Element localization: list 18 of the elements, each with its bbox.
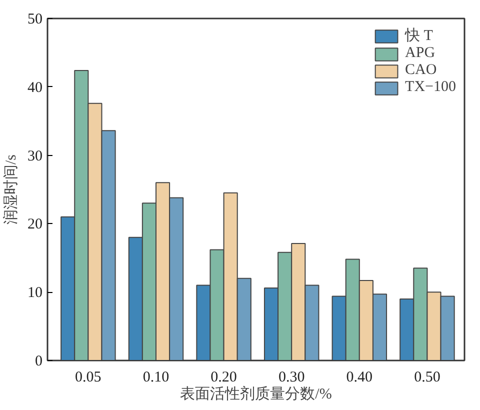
legend-label: TX−100 xyxy=(405,79,456,96)
y-tick-label: 40 xyxy=(28,80,42,96)
x-axis-title: 表面活性剂质量分数/% xyxy=(180,386,332,402)
y-axis-title: 润湿时间/s xyxy=(2,154,20,224)
legend-label: CAO xyxy=(405,62,437,79)
x-tick-label: 0.10 xyxy=(142,370,170,386)
legend-label: 快 T xyxy=(405,26,433,45)
legend-label: APG xyxy=(405,45,436,62)
y-tick-label: 0 xyxy=(35,354,42,370)
y-tick-label: 10 xyxy=(28,285,42,302)
y-tick-label: 30 xyxy=(28,148,42,164)
x-tick-label: 0.40 xyxy=(346,370,373,386)
x-tick-label: 0.30 xyxy=(278,370,305,386)
x-tick-label: 0.50 xyxy=(414,370,440,386)
y-tick-label: 20 xyxy=(28,216,42,233)
y-tick-label: 50 xyxy=(28,12,42,28)
x-tick-label: 0.20 xyxy=(210,370,237,386)
x-tick-label: 0.05 xyxy=(75,370,102,386)
